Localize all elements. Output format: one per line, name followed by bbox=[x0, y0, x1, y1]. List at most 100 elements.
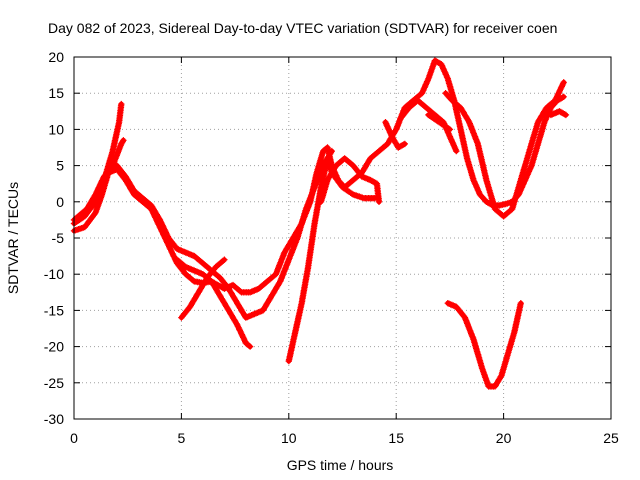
data-point bbox=[458, 105, 463, 110]
data-point bbox=[340, 185, 345, 190]
y-tick-label: -15 bbox=[44, 302, 64, 318]
data-point bbox=[132, 188, 137, 193]
data-point bbox=[82, 225, 87, 230]
data-point bbox=[183, 272, 188, 277]
data-point bbox=[398, 116, 403, 121]
data-point bbox=[484, 199, 489, 204]
data-point bbox=[102, 174, 107, 179]
data-point bbox=[477, 192, 482, 197]
data-point bbox=[121, 138, 126, 143]
data-point bbox=[439, 62, 444, 67]
y-tick-label: 10 bbox=[48, 121, 64, 137]
data-point bbox=[415, 98, 420, 103]
data-point bbox=[471, 337, 476, 342]
y-tick-label: -10 bbox=[44, 266, 64, 282]
data-point bbox=[407, 105, 412, 110]
data-point bbox=[183, 250, 188, 255]
data-point bbox=[359, 174, 364, 179]
data-point bbox=[535, 120, 540, 125]
data-point bbox=[445, 76, 450, 81]
data-point bbox=[256, 286, 261, 291]
data-point bbox=[329, 149, 334, 154]
data-point bbox=[501, 214, 506, 219]
x-tick-label: 0 bbox=[70, 430, 78, 446]
data-point bbox=[119, 102, 124, 107]
y-tick-label: -5 bbox=[52, 230, 65, 246]
data-point bbox=[222, 257, 227, 262]
data-point bbox=[493, 207, 498, 212]
x-axis-title: GPS time / hours bbox=[287, 457, 394, 473]
data-point bbox=[196, 290, 201, 295]
x-tick-label: 20 bbox=[496, 430, 512, 446]
data-point bbox=[325, 178, 330, 183]
data-point bbox=[218, 293, 223, 298]
data-point bbox=[200, 261, 205, 266]
x-tick-label: 5 bbox=[178, 430, 186, 446]
data-point bbox=[471, 178, 476, 183]
data-point bbox=[110, 149, 115, 154]
data-point bbox=[140, 196, 145, 201]
data-point bbox=[205, 275, 210, 280]
y-tick-label: 0 bbox=[56, 194, 64, 210]
data-point bbox=[557, 109, 562, 114]
data-point bbox=[497, 203, 502, 208]
data-point bbox=[361, 196, 366, 201]
ticks: 0 5 10 15 20 25 -30 -25 -20 -15 -10 -5 0 5 10 15 20 bbox=[44, 49, 619, 446]
data-point bbox=[351, 192, 356, 197]
data-point bbox=[454, 149, 459, 154]
data-point bbox=[119, 141, 124, 146]
data-point bbox=[175, 246, 180, 251]
data-point bbox=[84, 207, 89, 212]
data-point bbox=[273, 272, 278, 277]
data-point bbox=[374, 181, 379, 186]
data-point bbox=[447, 134, 452, 139]
series-track-13 bbox=[547, 108, 570, 119]
data-point bbox=[535, 141, 540, 146]
data-point bbox=[243, 340, 248, 345]
data-point bbox=[368, 156, 373, 161]
data-point bbox=[480, 366, 485, 371]
data-point bbox=[321, 149, 326, 154]
data-point bbox=[213, 264, 218, 269]
data-point bbox=[319, 199, 324, 204]
y-tick-label: 15 bbox=[48, 85, 64, 101]
data-point bbox=[383, 120, 388, 125]
series-track-4 bbox=[103, 100, 125, 176]
data-point bbox=[235, 301, 240, 306]
data-point bbox=[465, 156, 470, 161]
x-tick-label: 25 bbox=[603, 430, 619, 446]
data-point bbox=[432, 58, 437, 63]
grid bbox=[74, 57, 611, 419]
data-point bbox=[342, 156, 347, 161]
data-point bbox=[175, 257, 180, 262]
data-point bbox=[553, 98, 558, 103]
data-point bbox=[467, 120, 472, 125]
data-point bbox=[183, 264, 188, 269]
data-point bbox=[261, 308, 266, 313]
data-point bbox=[563, 112, 568, 117]
data-point bbox=[226, 286, 231, 291]
data-point bbox=[269, 293, 274, 298]
data-point bbox=[243, 315, 248, 320]
data-point bbox=[527, 149, 532, 154]
data-point bbox=[117, 120, 122, 125]
data-point bbox=[544, 105, 549, 110]
series-track-12 bbox=[442, 79, 567, 220]
data-point bbox=[82, 214, 87, 219]
data-point bbox=[157, 217, 162, 222]
data-point bbox=[149, 203, 154, 208]
data-point bbox=[166, 243, 171, 248]
data-point bbox=[443, 91, 448, 96]
data-point bbox=[239, 290, 244, 295]
data-point bbox=[518, 301, 523, 306]
data-point bbox=[505, 351, 510, 356]
data-point bbox=[561, 94, 566, 99]
data-point bbox=[561, 80, 566, 85]
series-track-11 bbox=[425, 111, 454, 133]
data-point bbox=[312, 221, 317, 226]
series-track-6 bbox=[178, 256, 228, 321]
data-point bbox=[458, 127, 463, 132]
data-point bbox=[450, 98, 455, 103]
data-point bbox=[235, 322, 240, 327]
